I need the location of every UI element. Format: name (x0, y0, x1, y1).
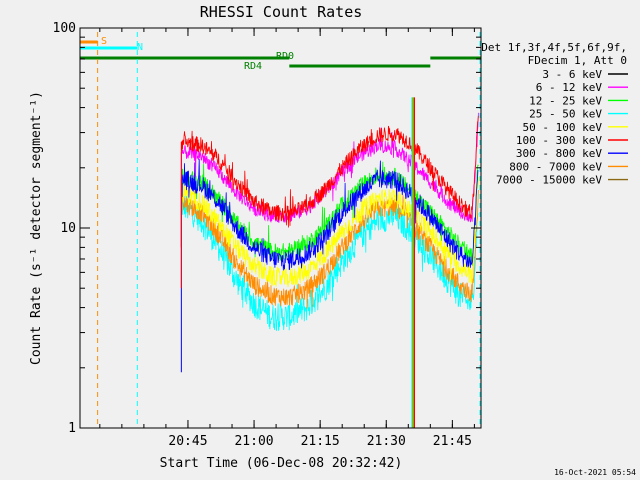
series-rise-7 (460, 189, 479, 303)
flag-label-s: S (101, 36, 107, 47)
y-axis-label: Count Rate (s⁻¹ detector segment⁻¹) (29, 91, 44, 365)
x-tick-label-4: 21:45 (433, 434, 472, 449)
legend-label-1: 6 - 12 keV (536, 81, 603, 94)
x-tick-label-0: 20:45 (168, 434, 207, 449)
flag-label-n: N (137, 42, 143, 53)
legend-label-2: 12 - 25 keV (529, 94, 602, 107)
legend-label-3: 25 - 50 keV (529, 108, 602, 121)
legend-label-5: 100 - 300 keV (516, 134, 602, 147)
series-rise-6 (460, 169, 479, 269)
y-tick-label-2: 100 (53, 21, 76, 36)
series-group (180, 97, 479, 428)
legend-header-line-2: FDecim 1, Att 0 (528, 54, 627, 67)
x-tick-label-3: 21:30 (367, 434, 406, 449)
x-axis-label: Start Time (06-Dec-08 20:32:42) (160, 456, 403, 471)
flag-group: S N RD0 RD4 (80, 36, 481, 72)
x-tick-label-1: 21:00 (234, 434, 273, 449)
y-tick-label-0: 1 (68, 421, 76, 436)
legend-label-8: 7000 - 15000 keV (496, 174, 602, 187)
axis-group: 20:45 21:00 21:15 21:30 21:45 1 10 100 (53, 21, 481, 449)
legend-header-line-1: Det 1f,3f,4f,5f,6f,9f, (481, 41, 627, 54)
y-tick-label-1: 10 (60, 221, 76, 236)
chart-title: RHESSI Count Rates (200, 3, 363, 21)
legend-label-4: 50 - 100 keV (523, 121, 603, 134)
flag-label-rd0: RD0 (276, 51, 294, 62)
legend-label-6: 300 - 800 keV (516, 147, 602, 160)
series-rise-5 (460, 115, 479, 219)
legend: Det 1f,3f,4f,5f,6f,9f,FDecim 1, Att 03 -… (481, 41, 628, 187)
legend-label-0: 3 - 6 keV (542, 68, 602, 81)
series-rise-3 (460, 213, 479, 311)
series-rise-4 (460, 176, 479, 285)
flag-label-rd4: RD4 (244, 61, 262, 72)
x-tick-label-2: 21:15 (301, 434, 340, 449)
footer-timestamp: 16-Oct-2021 05:54 (554, 468, 636, 477)
legend-label-7: 800 - 7000 keV (509, 160, 602, 173)
